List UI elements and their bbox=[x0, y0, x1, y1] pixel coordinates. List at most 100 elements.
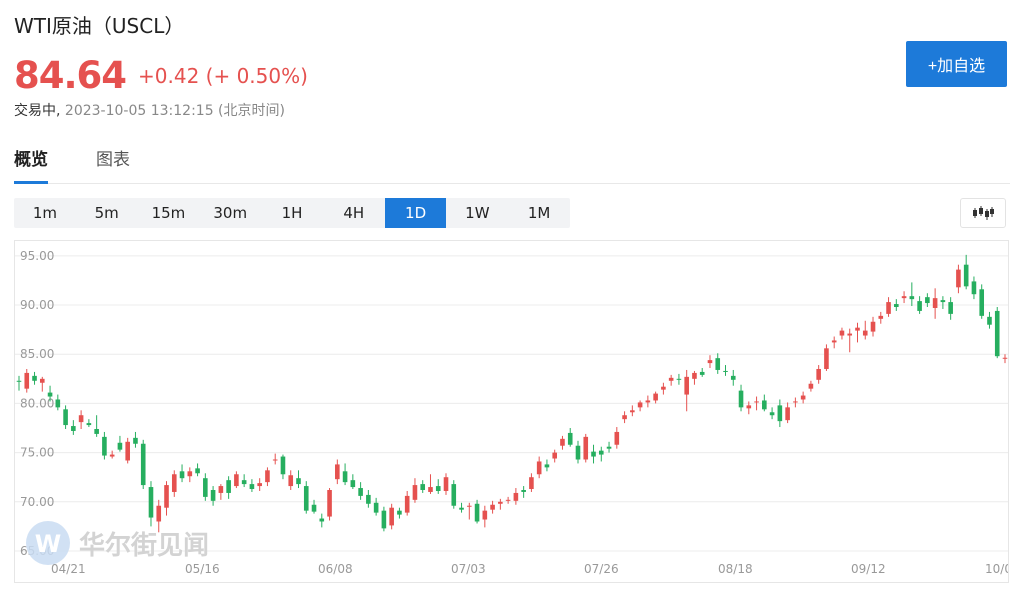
candle-body bbox=[389, 507, 394, 526]
candle bbox=[793, 397, 798, 408]
period-30m[interactable]: 30m bbox=[213, 204, 248, 222]
svg-text:W: W bbox=[35, 530, 61, 558]
candle-body bbox=[575, 445, 581, 460]
candle-body bbox=[839, 330, 845, 336]
candle-body bbox=[94, 429, 99, 434]
candle-body bbox=[707, 360, 713, 364]
candle bbox=[342, 463, 348, 486]
wallstreetcn-logo-icon bbox=[26, 521, 70, 565]
candle bbox=[707, 355, 713, 368]
candle bbox=[94, 415, 99, 437]
period-1d[interactable]: 1D bbox=[384, 198, 447, 228]
period-selector: 1m 5m 15m 30m 1H 4H 1D 1W 1M bbox=[14, 198, 570, 228]
candle bbox=[544, 459, 550, 472]
period-1m[interactable]: 1m bbox=[32, 204, 57, 222]
candle bbox=[777, 399, 783, 428]
candle-body bbox=[544, 464, 550, 468]
y-tick-label: 80.00 bbox=[20, 396, 54, 410]
candle-body bbox=[855, 327, 860, 331]
candle-body bbox=[723, 370, 728, 372]
candle bbox=[862, 320, 868, 340]
last-price: 84.64 bbox=[14, 54, 127, 97]
watermark-text: 华尔街见闻 bbox=[79, 530, 209, 561]
candle-body bbox=[987, 316, 992, 325]
candle-body bbox=[886, 302, 891, 314]
candle-body bbox=[979, 289, 985, 316]
candle bbox=[630, 405, 635, 417]
period-4h[interactable]: 4H bbox=[343, 204, 365, 222]
candle bbox=[397, 507, 402, 519]
period-1mo[interactable]: 1M bbox=[527, 204, 551, 222]
candle bbox=[870, 316, 876, 337]
candle-body bbox=[521, 490, 526, 492]
tab-chart[interactable]: 图表 bbox=[96, 150, 130, 170]
period-5m[interactable]: 5m bbox=[94, 204, 119, 222]
y-tick-label: 70.00 bbox=[20, 495, 54, 509]
candle-body bbox=[878, 315, 884, 319]
candle bbox=[435, 479, 441, 494]
instrument-title: WTI原油（USCL） bbox=[14, 14, 185, 38]
candle bbox=[676, 373, 682, 385]
candle-body bbox=[280, 456, 286, 475]
candle bbox=[234, 471, 239, 489]
candle-body bbox=[288, 475, 294, 487]
y-tick-label: 90.00 bbox=[20, 298, 54, 312]
candle bbox=[203, 473, 208, 501]
candle bbox=[645, 395, 651, 408]
candle-body bbox=[164, 485, 169, 508]
candle-body bbox=[272, 459, 278, 461]
candle-body bbox=[249, 484, 255, 490]
candle-body bbox=[319, 518, 325, 522]
candle-body bbox=[257, 483, 262, 487]
candle-body bbox=[738, 390, 744, 408]
candle-body bbox=[901, 296, 907, 299]
candle bbox=[583, 433, 589, 463]
candle-body bbox=[210, 490, 216, 501]
candle-body bbox=[55, 399, 61, 408]
candle-body bbox=[327, 490, 332, 517]
candle-body bbox=[125, 441, 130, 461]
candle-body bbox=[831, 340, 837, 343]
period-15m[interactable]: 15m bbox=[151, 204, 186, 222]
x-tick-label: 09/12 bbox=[851, 562, 886, 576]
period-1h[interactable]: 1H bbox=[281, 204, 303, 222]
candle bbox=[994, 307, 1000, 359]
trading-status-label: 交易中, bbox=[14, 103, 61, 119]
candle-body bbox=[117, 442, 123, 450]
candle-body bbox=[311, 504, 317, 512]
tab-overview[interactable]: 概览 bbox=[14, 148, 48, 184]
candle-body bbox=[668, 377, 674, 381]
candle-body bbox=[148, 487, 154, 518]
chart-type-button[interactable] bbox=[960, 198, 1006, 228]
candle bbox=[63, 405, 68, 429]
candle bbox=[886, 297, 891, 317]
candle-body bbox=[645, 400, 651, 403]
candle-body bbox=[661, 386, 666, 390]
period-1w[interactable]: 1W bbox=[465, 204, 490, 222]
candle bbox=[637, 400, 643, 412]
candle-body bbox=[808, 383, 814, 389]
candle bbox=[932, 288, 938, 319]
candle bbox=[963, 254, 969, 290]
add-to-watchlist-button[interactable]: +加自选 bbox=[906, 41, 1007, 87]
candle-body bbox=[862, 330, 868, 336]
candle-body bbox=[86, 423, 92, 426]
candle-body bbox=[513, 492, 519, 501]
candle bbox=[226, 476, 231, 499]
candle-body bbox=[894, 304, 899, 307]
candle bbox=[319, 513, 325, 528]
candle bbox=[816, 365, 821, 384]
watermark: W 华尔街见闻 bbox=[26, 521, 209, 565]
candle-body bbox=[63, 409, 68, 426]
candle-body bbox=[366, 494, 371, 504]
candle-body bbox=[909, 296, 915, 300]
candle bbox=[404, 490, 410, 516]
candle-body bbox=[203, 478, 208, 497]
candle-body bbox=[39, 378, 45, 383]
price-change: +0.42 (+ 0.50%) bbox=[138, 64, 308, 88]
candle-body bbox=[777, 405, 783, 422]
candle bbox=[71, 420, 76, 435]
candle bbox=[327, 488, 332, 521]
candle bbox=[133, 431, 138, 448]
